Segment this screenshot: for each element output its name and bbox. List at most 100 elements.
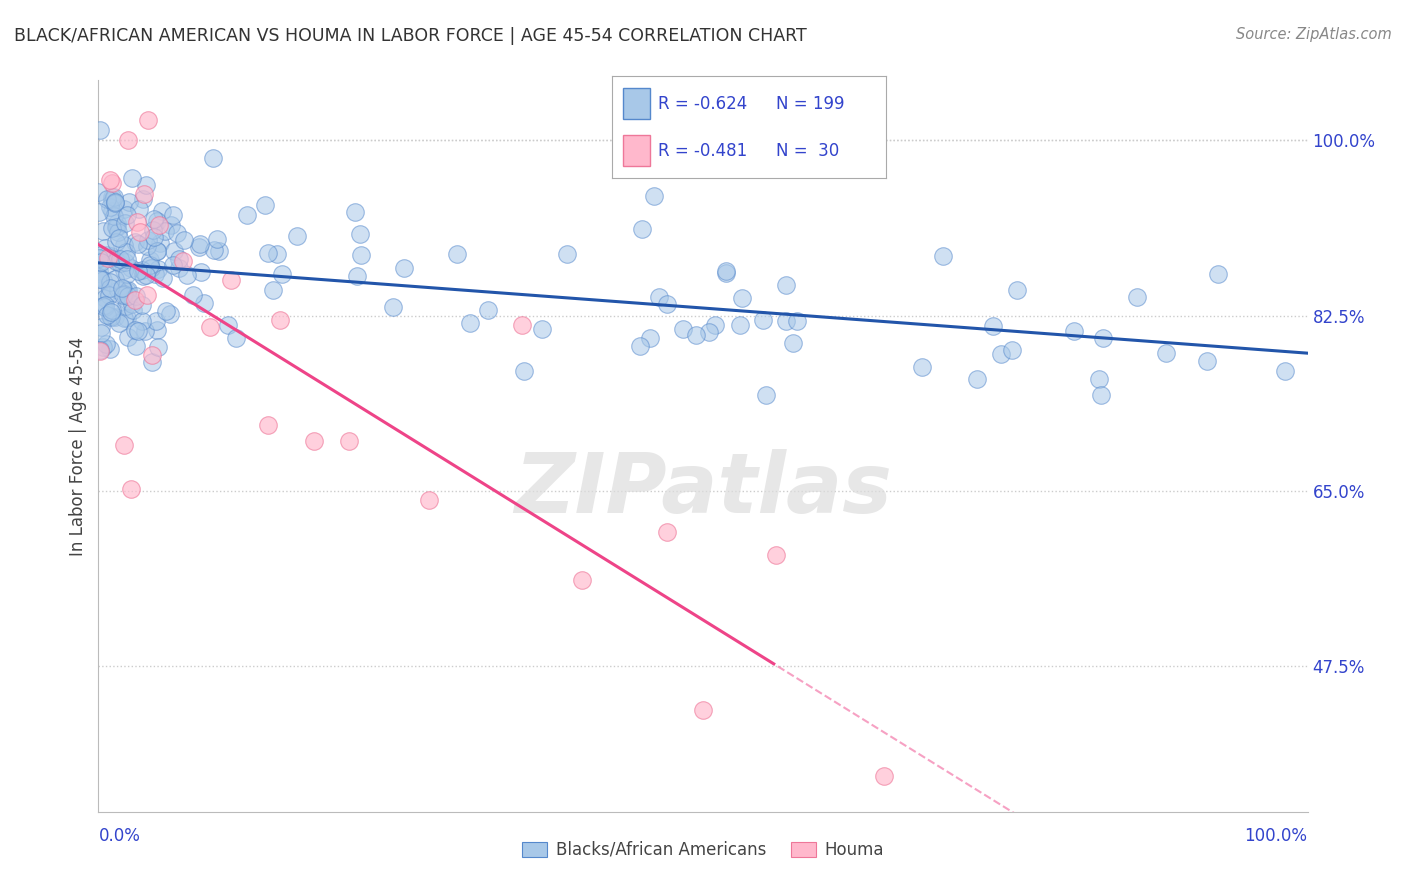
Point <box>132 186 155 201</box>
Point <box>112 238 135 252</box>
Point <box>628 339 651 353</box>
Point <box>134 324 156 338</box>
Text: R = -0.481: R = -0.481 <box>658 142 748 160</box>
Legend: Blacks/African Americans, Houma: Blacks/African Americans, Houma <box>516 834 890 865</box>
Point <box>94 298 117 312</box>
Point <box>697 325 720 339</box>
Point <box>89 272 111 286</box>
Point <box>96 192 118 206</box>
Point <box>775 314 797 328</box>
Point <box>217 318 239 332</box>
Text: R = -0.624: R = -0.624 <box>658 95 748 112</box>
Point <box>125 338 148 352</box>
Point <box>129 225 152 239</box>
Point <box>117 194 139 209</box>
Text: Source: ZipAtlas.com: Source: ZipAtlas.com <box>1236 27 1392 42</box>
Point <box>159 307 181 321</box>
Point <box>155 224 177 238</box>
Point <box>146 244 169 258</box>
Point <box>104 195 127 210</box>
Point <box>89 123 111 137</box>
Point <box>93 340 115 354</box>
Point <box>145 323 167 337</box>
Point <box>135 239 157 253</box>
Point <box>957 835 980 849</box>
Point <box>160 219 183 233</box>
Point <box>672 322 695 336</box>
Point <box>136 113 159 128</box>
Point <box>100 281 122 295</box>
Point <box>127 264 149 278</box>
Point <box>112 437 135 451</box>
Point <box>100 176 122 190</box>
Point <box>94 291 117 305</box>
Point <box>755 388 778 402</box>
Point <box>981 318 1004 333</box>
Point <box>176 268 198 282</box>
Point <box>1092 331 1115 345</box>
Point <box>148 340 170 354</box>
Point <box>285 228 308 243</box>
Point <box>143 267 166 281</box>
Point <box>731 291 754 305</box>
Point <box>117 293 139 308</box>
Point <box>131 298 153 312</box>
Point <box>1195 354 1218 368</box>
Text: BLACK/AFRICAN AMERICAN VS HOUMA IN LABOR FORCE | AGE 45-54 CORRELATION CHART: BLACK/AFRICAN AMERICAN VS HOUMA IN LABOR… <box>14 27 807 45</box>
Point <box>142 223 165 237</box>
Point <box>105 253 128 268</box>
Point <box>121 297 143 311</box>
Point <box>266 247 288 261</box>
Point <box>235 208 257 222</box>
Point <box>100 305 122 319</box>
Point <box>112 310 135 325</box>
Point <box>911 360 934 375</box>
Point <box>128 202 150 216</box>
Point <box>208 244 231 259</box>
Point <box>531 322 554 336</box>
Point <box>512 364 534 378</box>
Point <box>87 186 110 200</box>
Point <box>775 277 797 292</box>
Point <box>132 268 155 283</box>
Point <box>344 205 367 219</box>
Point <box>100 310 122 325</box>
Point <box>90 319 112 334</box>
Point <box>117 330 139 344</box>
Point <box>115 267 138 281</box>
Point <box>1001 343 1024 357</box>
Point <box>103 209 125 223</box>
Point <box>114 216 136 230</box>
Point <box>200 320 222 334</box>
Point <box>685 328 707 343</box>
Point <box>90 326 112 340</box>
Point <box>648 289 671 303</box>
Point <box>148 218 170 232</box>
Point <box>120 482 142 496</box>
Point <box>105 216 128 230</box>
Point <box>90 284 112 298</box>
Point <box>350 248 373 262</box>
Point <box>146 244 169 258</box>
Point <box>304 434 326 449</box>
Point <box>127 237 149 252</box>
Point <box>181 288 204 302</box>
Point <box>631 222 654 236</box>
Point <box>990 347 1012 361</box>
Point <box>1154 345 1177 359</box>
Point <box>101 221 124 235</box>
Point <box>786 314 808 328</box>
Point <box>207 232 229 246</box>
Point <box>120 261 142 276</box>
Point <box>98 309 121 323</box>
Point <box>141 355 163 369</box>
Point <box>115 208 138 222</box>
Point <box>115 284 138 298</box>
Point <box>104 195 127 210</box>
Point <box>103 190 125 204</box>
Point <box>152 271 174 285</box>
Point <box>100 203 122 218</box>
Point <box>91 299 114 313</box>
Point <box>89 343 111 358</box>
Point <box>89 343 111 357</box>
